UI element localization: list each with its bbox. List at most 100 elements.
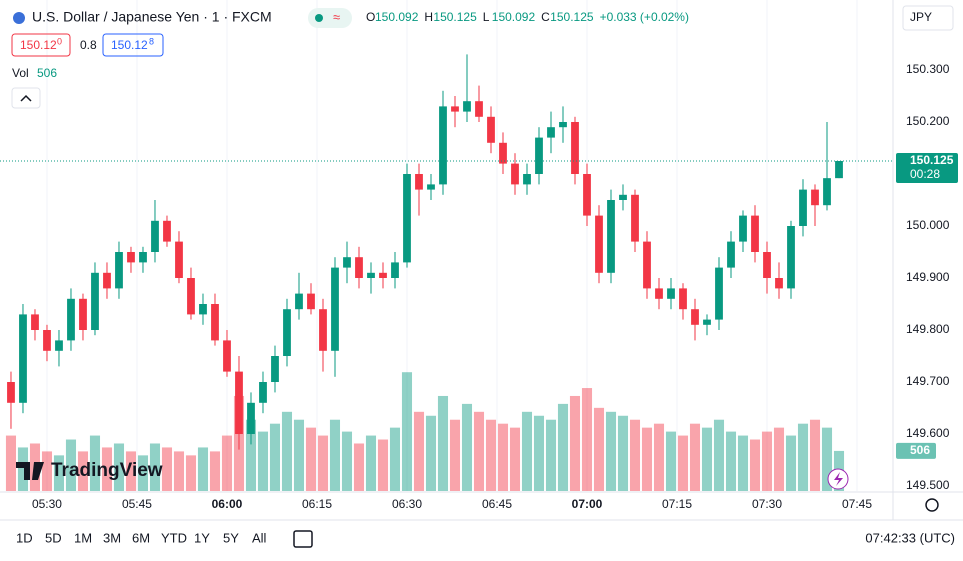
volume-bar: [509, 427, 521, 491]
ohlc-key: C: [541, 10, 550, 24]
x-tick-label: 05:30: [32, 497, 62, 511]
candle-body: [691, 309, 699, 325]
settings-icon[interactable]: [925, 498, 939, 512]
candle-body: [343, 257, 351, 268]
x-tick-label: 05:45: [122, 497, 152, 511]
candle-body: [799, 189, 807, 226]
last-price-label: 150.125: [910, 153, 954, 167]
volume-bar: [665, 431, 677, 491]
x-tick-label: 06:15: [302, 497, 332, 511]
volume-bar: [785, 435, 797, 491]
volume-bar: [773, 427, 785, 491]
ask: 150.12: [111, 38, 148, 52]
spread: 0.8: [80, 38, 97, 52]
vol-label: Vol: [12, 66, 29, 80]
range-button[interactable]: 1M: [74, 530, 92, 545]
y-tick-label: 150.300: [906, 62, 950, 76]
ask-box[interactable]: [102, 33, 164, 57]
y-tick-label: 149.700: [906, 374, 950, 388]
range-button[interactable]: YTD: [161, 530, 187, 545]
volume-bar: [149, 443, 161, 491]
symbol: U.S. Dollar / Japanese Yen · 1 · FXCM: [32, 9, 272, 25]
range-button[interactable]: All: [252, 530, 267, 545]
volume-bar: [749, 439, 761, 491]
status-icon: ≈: [333, 9, 340, 24]
ohlc-value: 150.092: [375, 10, 419, 24]
range-button[interactable]: 6M: [132, 530, 150, 545]
volume-bar: [521, 411, 533, 491]
candle-body: [379, 272, 387, 279]
range-button[interactable]: 1D: [16, 530, 33, 545]
candle-body: [139, 252, 147, 263]
vol-value: 506: [37, 66, 57, 80]
bid-box[interactable]: [11, 33, 71, 57]
candle-body: [151, 220, 159, 253]
volume-bar: [701, 427, 713, 491]
range-button[interactable]: 5D: [45, 530, 62, 545]
candle-body: [715, 267, 723, 320]
candle-body: [583, 173, 591, 216]
volume-bar: [317, 435, 329, 491]
collapse-button[interactable]: [11, 87, 41, 109]
volume-bar: [725, 431, 737, 491]
range-button[interactable]: 3M: [103, 530, 121, 545]
candle-body: [19, 314, 27, 403]
candle-body: [835, 160, 843, 179]
date-range-icon[interactable]: [293, 530, 313, 548]
candle-body: [643, 241, 651, 289]
y-tick-label: 149.800: [906, 322, 950, 336]
volume-tag-label: 506: [910, 443, 930, 457]
range-button[interactable]: 1Y: [194, 530, 210, 545]
x-tick-label: 07:15: [662, 497, 692, 511]
ohlc-legend: O 150.092 H 150.125 L 150.092 C 150.125 +0.033 (…: [366, 10, 689, 24]
volume-bar: [497, 423, 509, 491]
volume-bar: [245, 419, 257, 491]
candle-body: [763, 252, 771, 279]
candle-body: [439, 106, 447, 185]
overlay-layer: U.S. Dollar / Japanese Yen · 1 · FXCM ≈ …: [0, 0, 963, 548]
candle-body: [427, 184, 435, 190]
volume-bar: [617, 415, 629, 491]
candle-body: [307, 293, 315, 310]
lightning-icon: [834, 472, 843, 486]
candle-body: [739, 215, 747, 242]
candle-body: [787, 225, 795, 289]
volume-bar: [257, 431, 269, 491]
y-tick-label: 149.600: [906, 426, 950, 440]
candle-body: [535, 137, 543, 174]
candle-body: [595, 215, 603, 273]
volume-bar: [353, 443, 365, 491]
candle-body: [283, 309, 291, 357]
volume-bar: [485, 419, 497, 491]
volume-bar: [209, 451, 221, 491]
logo-text: TradingView: [51, 460, 163, 481]
candle-body: [655, 288, 663, 299]
currency-button[interactable]: [902, 5, 954, 31]
volume-bar: [293, 419, 305, 491]
volume-bar: [17, 447, 29, 491]
y-tick-label: 150.000: [906, 218, 950, 232]
candle-body: [475, 101, 483, 117]
status-pill[interactable]: [308, 8, 352, 28]
candle-body: [511, 163, 519, 185]
volume-bar: [809, 419, 821, 491]
market-open-dot: [315, 14, 323, 22]
volume-bar: [557, 403, 569, 491]
volume-bar: [533, 415, 545, 491]
volume-bar: [389, 427, 401, 491]
candle-body: [31, 314, 39, 331]
ohlc-key: H: [424, 10, 433, 24]
volume-bar: [113, 443, 125, 491]
range-button[interactable]: 5Y: [223, 530, 239, 545]
ohlc-value: 150.092: [492, 10, 536, 24]
volume-bar: [605, 411, 617, 491]
candle-body: [67, 298, 75, 341]
volume-bar: [269, 423, 281, 491]
last-price-tag: [896, 152, 958, 183]
volume-bar: [761, 431, 773, 491]
volume-bar: [737, 435, 749, 491]
candle-body: [619, 194, 627, 200]
candle-body: [319, 309, 327, 351]
y-tick-label: 149.500: [906, 478, 950, 492]
